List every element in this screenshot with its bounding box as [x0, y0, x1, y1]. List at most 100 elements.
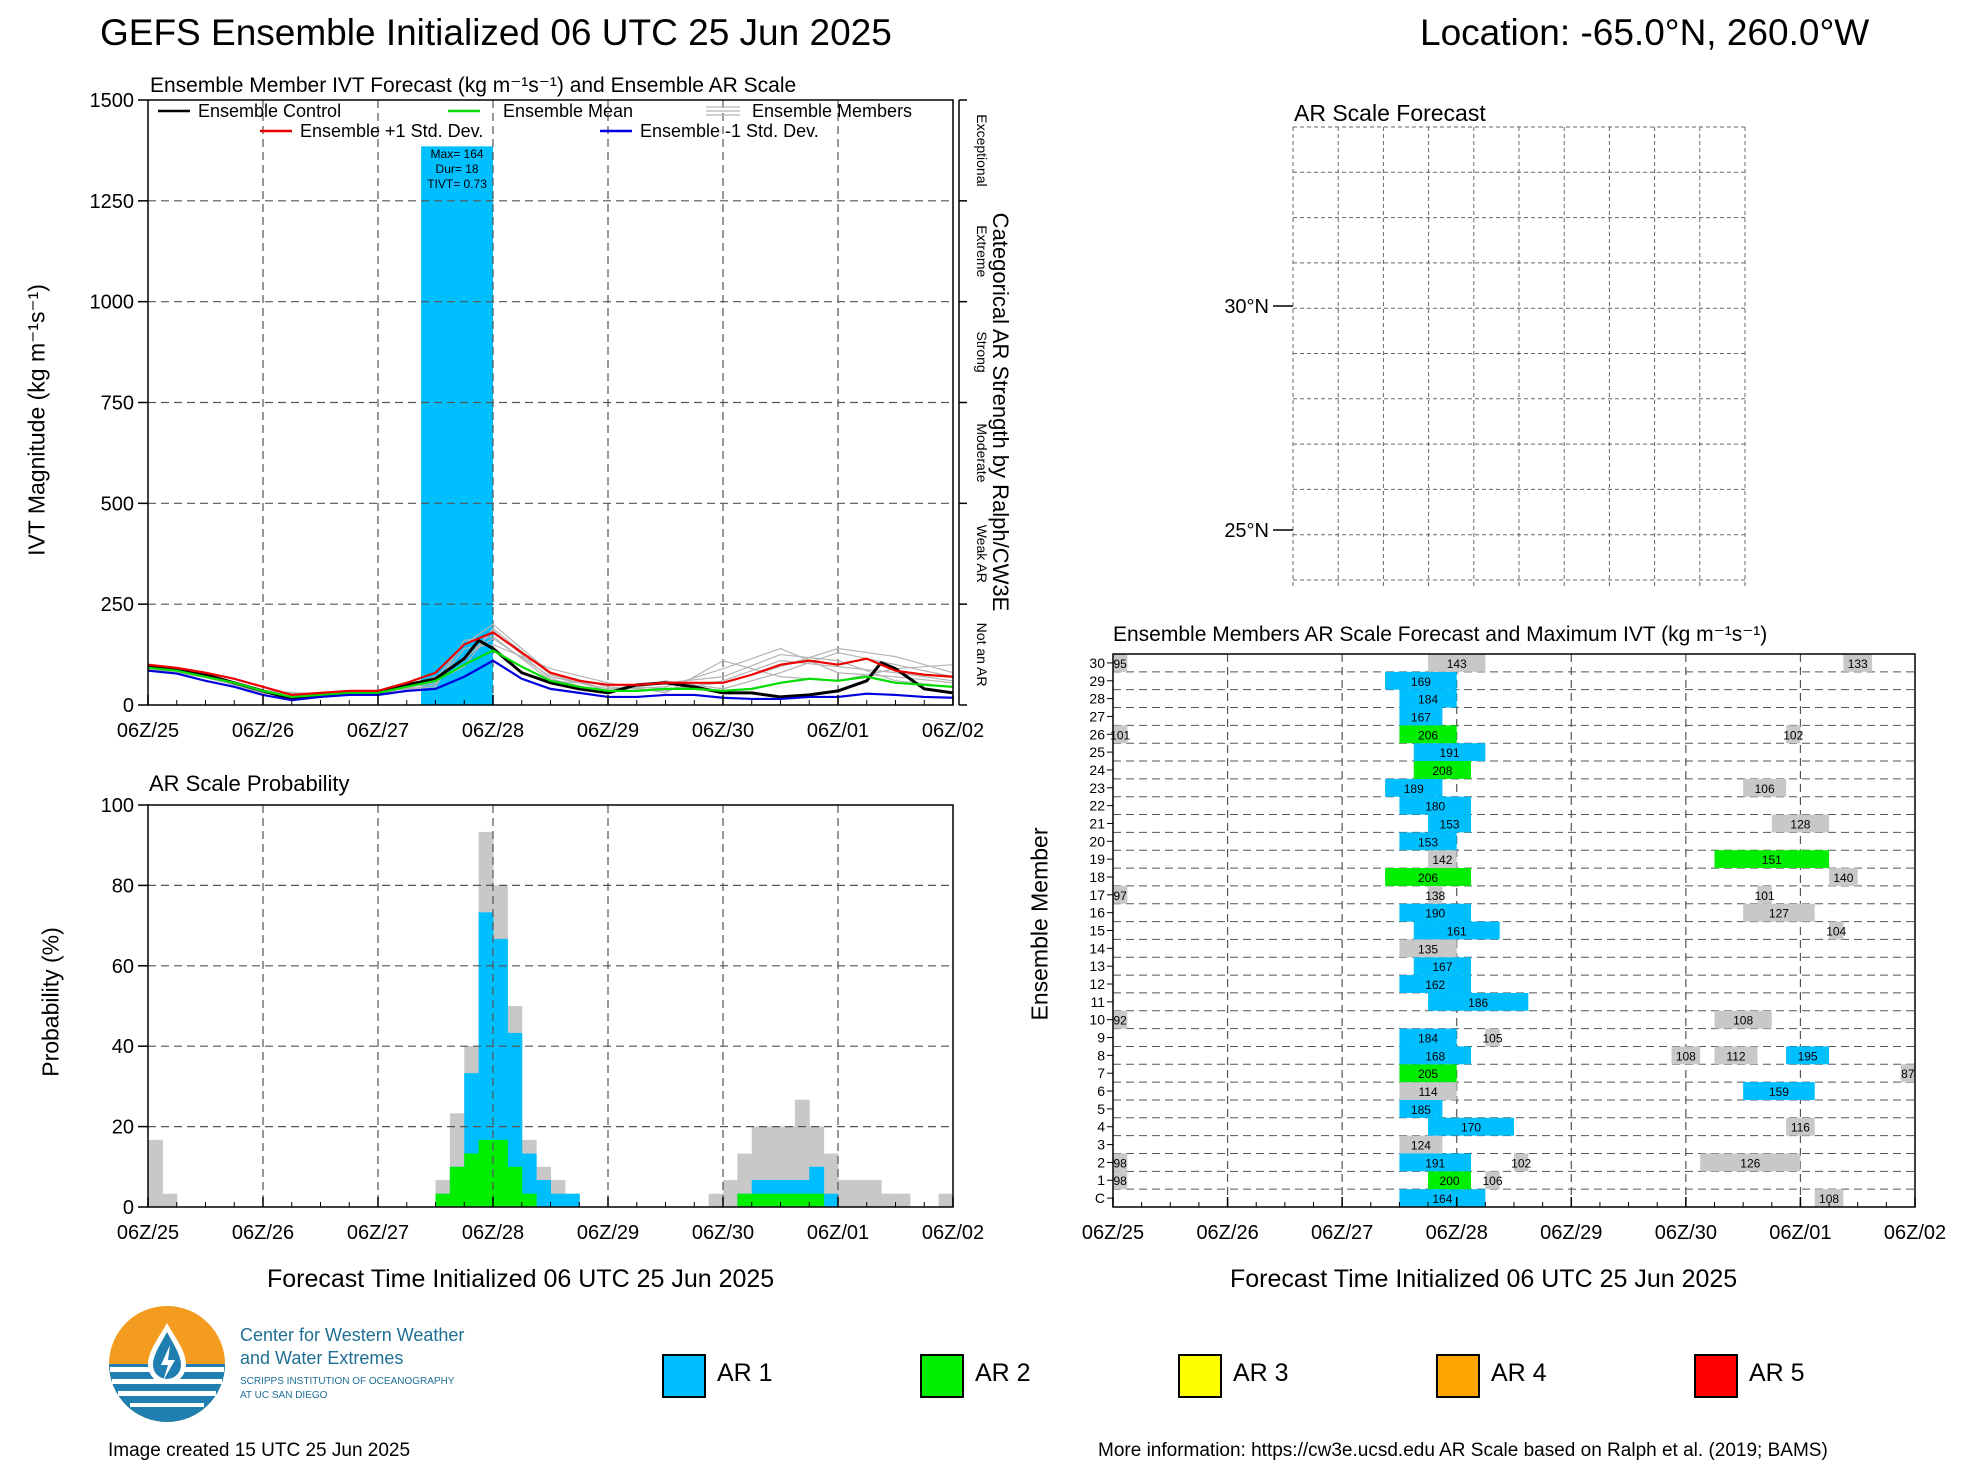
legend-swatch-ar4 — [1436, 1354, 1480, 1398]
prob-bar-ar1 — [478, 912, 494, 1207]
member-segment — [1385, 778, 1443, 797]
member-segment — [1385, 868, 1472, 886]
member-segment — [1399, 725, 1457, 744]
member-line — [147, 635, 954, 696]
member-segment-label: 169 — [1411, 675, 1431, 689]
member-ytick-label: 30 — [1089, 655, 1105, 671]
member-segment-label: 102 — [1511, 1156, 1531, 1170]
member-ytick-label: 1 — [1097, 1172, 1105, 1188]
ivt-xtick-label: 06Z/29 — [577, 720, 639, 742]
ivt-xtick-label: 06Z/26 — [232, 720, 294, 742]
member-segment-label: 106 — [1755, 782, 1775, 796]
member-ytick-label: 17 — [1089, 887, 1105, 903]
prob-xtick-label: 06Z/02 — [922, 1222, 984, 1244]
member-segment — [1399, 1099, 1443, 1118]
member-segment-label: 102 — [1783, 728, 1803, 742]
member-segment — [1771, 814, 1830, 833]
prob-bar-any — [723, 1180, 738, 1207]
prob-ytick-label: 80 — [112, 875, 134, 897]
logo-line-2: and Water Extremes — [240, 1348, 404, 1368]
logo-line-4: AT UC SAN DIEGO — [240, 1390, 328, 1401]
member-segment-label: 200 — [1440, 1174, 1460, 1188]
ivt-ytick-label: 1500 — [90, 90, 135, 112]
member-ytick-label: 29 — [1089, 673, 1105, 689]
member-xtick-label: 06Z/25 — [1082, 1222, 1144, 1244]
member-ytick-label: 2 — [1097, 1154, 1105, 1170]
logo-line-1: Center for Western Weather — [240, 1325, 465, 1345]
series-line — [147, 638, 954, 701]
member-segment-label: 138 — [1425, 889, 1445, 903]
prob-bar-ar1 — [550, 1193, 566, 1207]
prob-bar-any — [823, 1153, 839, 1207]
member-segment — [1428, 814, 1472, 833]
member-segment-label: 206 — [1418, 728, 1438, 742]
member-xtick-label: 06Z/02 — [1884, 1222, 1946, 1244]
member-segment — [1413, 761, 1472, 779]
member-segment — [1413, 957, 1472, 976]
member-segment-label: 92 — [1113, 1014, 1127, 1028]
member-ytick-label: 15 — [1089, 923, 1105, 939]
member-segment — [1385, 671, 1457, 690]
member-segment-label: 195 — [1798, 1049, 1818, 1063]
member-segment — [1786, 725, 1801, 744]
member-segment-label: 164 — [1432, 1192, 1452, 1206]
member-segment — [1399, 1064, 1457, 1083]
prob-ytick-label: 40 — [112, 1036, 134, 1058]
prob-bar-any — [852, 1180, 868, 1207]
prob-bar-any — [708, 1193, 724, 1207]
member-segment-label: 162 — [1425, 978, 1445, 992]
legend-label-ar1: AR 1 — [717, 1359, 773, 1387]
member-segment-label: 97 — [1113, 889, 1127, 903]
legend-label-ar2: AR 2 — [975, 1359, 1031, 1387]
legend-label-ar3: AR 3 — [1233, 1359, 1289, 1387]
info-note: More information: https://cw3e.ucsd.edu … — [1098, 1440, 1828, 1461]
ivt-ytick-label: 0 — [123, 695, 134, 717]
prob-bar-ar1 — [521, 1153, 537, 1207]
ivt-xtick-label: 06Z/27 — [347, 720, 409, 742]
member-ytick-label: 14 — [1089, 940, 1105, 956]
member-segment-label: 114 — [1419, 1085, 1438, 1099]
member-segment — [1399, 832, 1457, 851]
member-segment-label: 87 — [1901, 1067, 1915, 1081]
member-segment — [1900, 1064, 1915, 1083]
member-segment — [1399, 975, 1472, 993]
prob-ytick-label: 20 — [112, 1117, 134, 1139]
member-segment-label: 126 — [1740, 1156, 1760, 1170]
member-segment-label: 135 — [1418, 942, 1438, 956]
member-ytick-label: 9 — [1097, 1030, 1105, 1046]
legend-swatch-ar1 — [662, 1354, 706, 1398]
ivt-ytick-label: 250 — [101, 594, 134, 616]
member-ytick-label: 11 — [1090, 994, 1105, 1010]
member-ytick-label: 5 — [1097, 1101, 1105, 1117]
legend-swatch-ar2 — [920, 1354, 964, 1398]
category-label: Moderate — [974, 423, 990, 482]
ivt-xtick-label: 06Z/02 — [922, 720, 984, 742]
page-title: GEFS Ensemble Initialized 06 UTC 25 Jun … — [100, 12, 892, 53]
prob-xlabel: Forecast Time Initialized 06 UTC 25 Jun … — [267, 1265, 775, 1293]
prob-bar-ar1 — [507, 1032, 523, 1207]
member-segment-label: 205 — [1418, 1067, 1438, 1081]
member-segment — [1829, 868, 1858, 886]
member-ytick-label: 8 — [1097, 1047, 1105, 1063]
map-panel-title: AR Scale Forecast — [1294, 100, 1486, 126]
prob-bar-ar2 — [780, 1193, 796, 1207]
member-segment — [1700, 1153, 1801, 1172]
prob-bar-ar2 — [809, 1193, 825, 1207]
member-segment-label: 153 — [1440, 817, 1460, 831]
member-ytick-label: 4 — [1097, 1119, 1105, 1135]
member-segment — [1743, 903, 1815, 922]
member-segment-label: 184 — [1418, 1032, 1438, 1046]
member-segment — [1428, 992, 1529, 1011]
member-segment — [1428, 1171, 1472, 1190]
member-ytick-label: 23 — [1089, 780, 1105, 796]
legend-label-ar5: AR 5 — [1749, 1359, 1805, 1387]
ivt-ytick-label: 500 — [101, 493, 134, 515]
member-ytick-label: 26 — [1089, 726, 1105, 742]
ivt-ytick-label: 750 — [101, 393, 134, 415]
prob-bar-any — [881, 1193, 896, 1207]
prob-bar-any — [866, 1180, 882, 1207]
member-segment — [1514, 1153, 1529, 1172]
member-panel-title: Ensemble Members AR Scale Forecast and M… — [1113, 623, 1768, 646]
